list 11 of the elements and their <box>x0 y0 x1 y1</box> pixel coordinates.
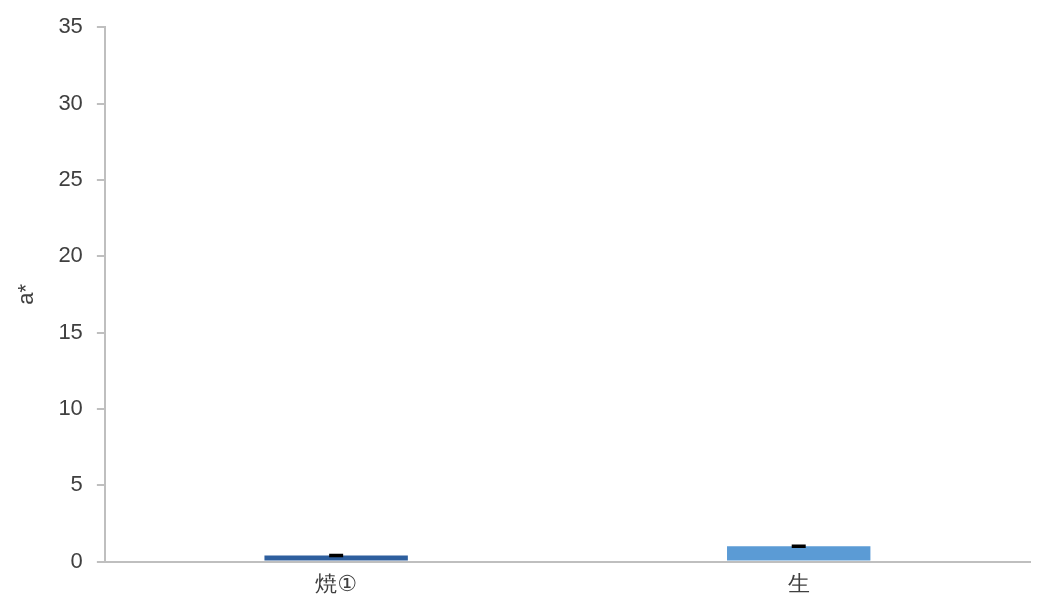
y-tick-label: 5 <box>70 471 83 497</box>
y-tick-label: 15 <box>58 318 83 344</box>
y-tick-label: 0 <box>70 547 83 573</box>
y-tick-label: 30 <box>58 89 83 115</box>
y-axis-title: a* <box>13 283 39 305</box>
x-tick-label: 焼① <box>315 570 358 596</box>
y-tick-label: 10 <box>58 394 83 420</box>
y-tick-label: 20 <box>58 242 83 268</box>
x-tick-label: 生 <box>787 570 810 596</box>
y-tick-label: 35 <box>58 13 83 39</box>
y-tick-label: 25 <box>58 165 83 191</box>
